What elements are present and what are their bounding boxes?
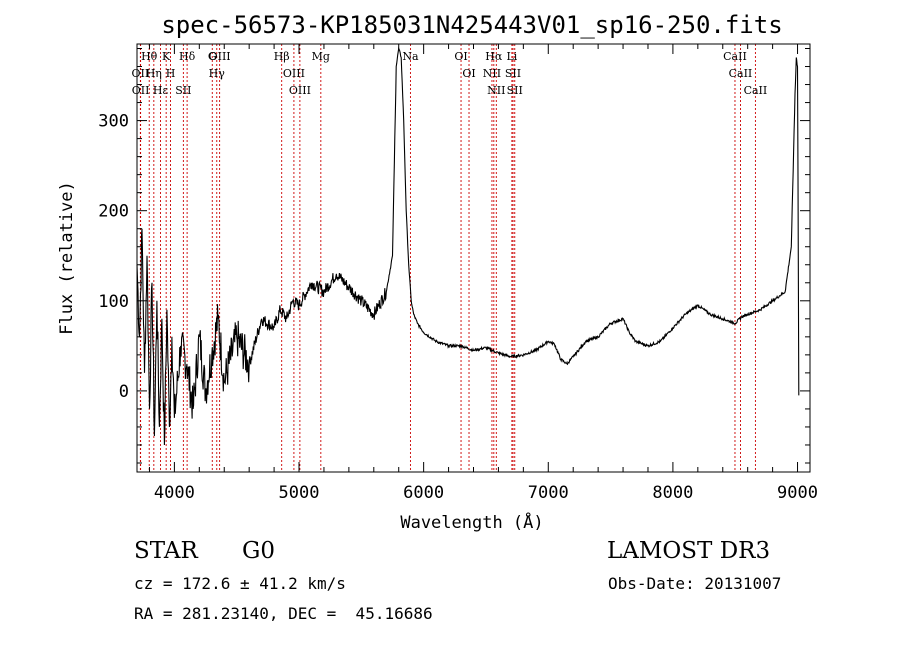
emission-line-label: NII: [483, 67, 501, 80]
emission-line-label: NII: [487, 84, 505, 97]
emission-line-label: G: [208, 50, 217, 63]
emission-line-label: Li: [506, 50, 517, 63]
emission-line-label: SII: [505, 67, 521, 80]
emission-line-label: Hδ: [179, 50, 196, 63]
x-tick-label: 8000: [652, 483, 693, 503]
emission-line-label: Hθ: [141, 50, 158, 63]
y-tick-label: 0: [119, 382, 129, 402]
spectrum-series-line: [136, 46, 800, 446]
emission-line-label: Na: [402, 50, 419, 63]
emission-line-label: OI: [462, 67, 475, 80]
emission-line-label: CaII: [729, 67, 753, 80]
emission-lines: [139, 44, 756, 472]
emission-line-label: Hε: [153, 84, 169, 97]
x-tick-label: 5000: [279, 483, 320, 503]
object-subclass: G0: [242, 538, 276, 564]
emission-line-label: SII: [507, 84, 523, 97]
y-axis-ticks: 0 100 200 300: [98, 48, 810, 464]
y-axis-label: Flux (relative): [57, 181, 77, 335]
coordinates: RA = 281.23140, DEC = 45.16686: [134, 604, 433, 623]
emission-line-label: Hβ: [274, 50, 290, 63]
x-tick-label: 6000: [403, 483, 444, 503]
emission-line-label: Mg: [312, 50, 330, 63]
emission-line-label: CaII: [744, 84, 768, 97]
x-tick-label: 7000: [528, 483, 569, 503]
emission-line-label: SII: [175, 84, 191, 97]
emission-line-label: K: [162, 50, 171, 63]
y-tick-label: 300: [98, 112, 129, 132]
survey-name: LAMOST DR3: [607, 538, 771, 564]
emission-line-label: OIII: [289, 84, 311, 97]
emission-line-label: OIII: [283, 67, 305, 80]
emission-line-label: Hη: [146, 67, 162, 80]
x-axis-label: Wavelength (Å): [400, 511, 543, 533]
x-tick-label: 9000: [777, 483, 818, 503]
y-tick-label: 200: [98, 202, 129, 222]
x-axis-ticks: 4000 5000 6000 7000 8000 9000: [148, 44, 818, 503]
chart-title: spec-56573-KP185031N425443V01_sp16-250.f…: [161, 11, 782, 39]
emission-line-label: H: [166, 67, 176, 80]
emission-line-label: CaII: [723, 50, 747, 63]
observation-date: Obs-Date: 20131007: [608, 574, 782, 593]
spectrum-chart: spec-56573-KP185031N425443V01_sp16-250.f…: [57, 11, 818, 533]
emission-line-label: Hα: [485, 50, 503, 63]
object-class: STAR: [134, 538, 198, 564]
emission-line-label: OII: [132, 84, 150, 97]
emission-line-label: Hγ: [209, 67, 226, 80]
emission-line-label: OI: [454, 50, 467, 63]
plot-frame: [136, 43, 811, 473]
emission-line-label: OIII: [209, 50, 231, 63]
x-tick-label: 4000: [154, 483, 195, 503]
y-tick-label: 100: [98, 292, 129, 312]
redshift-velocity: cz = 172.6 ± 41.2 km/s: [134, 574, 346, 593]
emission-line-label: OII: [132, 67, 150, 80]
